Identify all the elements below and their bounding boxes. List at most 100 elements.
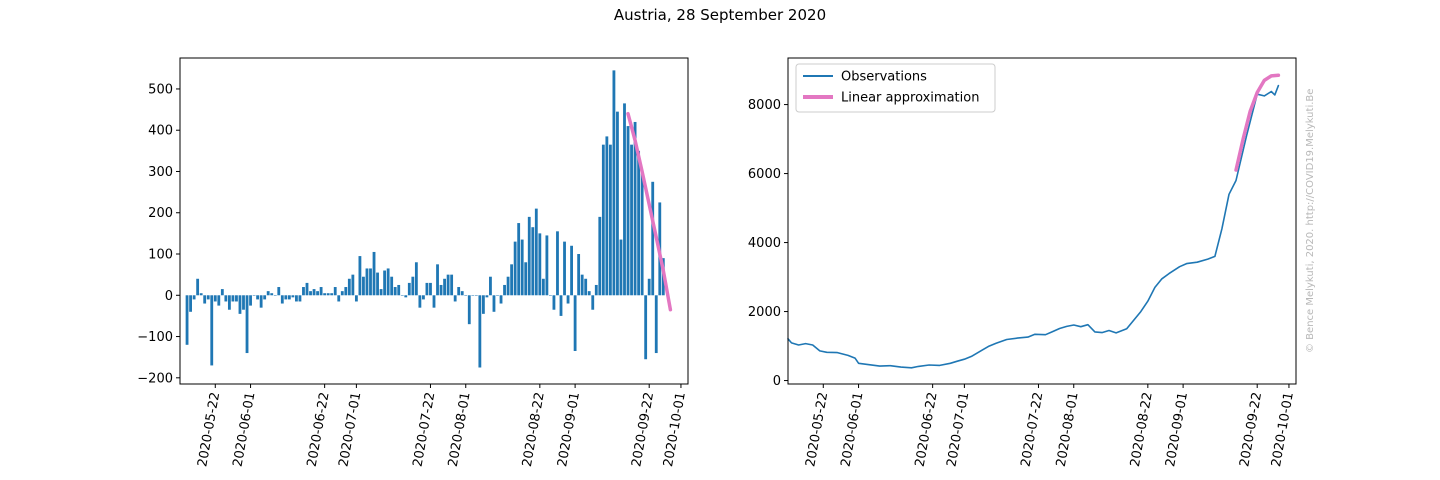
bar (432, 295, 436, 308)
left-ytick-label: −200 (137, 371, 173, 386)
bar (270, 293, 274, 296)
bar (217, 295, 221, 306)
bar (256, 295, 260, 300)
bar (393, 287, 397, 296)
bar (305, 282, 309, 296)
bar (280, 295, 284, 304)
bar (189, 295, 192, 312)
bar (552, 295, 556, 310)
right-ytick-label: 2000 (748, 305, 781, 320)
left-ytick-label: 0 (165, 289, 173, 304)
bar (429, 282, 432, 296)
left-ytick-label: 300 (148, 165, 173, 180)
bar (372, 251, 376, 296)
bar (259, 295, 263, 308)
bar (351, 274, 355, 296)
left-xtick-label: 2020-08-01 (446, 391, 474, 468)
bar (273, 295, 277, 296)
bar (623, 103, 626, 296)
bar (319, 287, 323, 296)
bar (298, 295, 302, 302)
bar (277, 287, 281, 296)
bar (453, 295, 457, 302)
bar (573, 295, 577, 351)
bar (227, 295, 231, 310)
bar (235, 295, 238, 302)
bar (316, 291, 319, 296)
bar (570, 245, 573, 296)
left-xtick-label: 2020-08-22 (520, 391, 548, 468)
legend-label-linear-approximation: Linear approximation (841, 91, 979, 106)
bar (287, 295, 291, 300)
bar (185, 295, 189, 345)
bar (640, 173, 644, 296)
right-xtick-label: 2020-05-22 (803, 391, 831, 468)
bar (291, 295, 295, 298)
bar (563, 241, 566, 296)
bar (439, 284, 443, 296)
bar (647, 278, 651, 296)
bar-series (185, 70, 665, 368)
bar (541, 278, 545, 296)
bar (584, 278, 588, 296)
linear-approximation-overlay (626, 111, 673, 312)
bar (446, 274, 450, 296)
bar (302, 287, 305, 296)
bar (400, 295, 404, 296)
bar (531, 227, 535, 296)
bar (206, 295, 210, 300)
bar (220, 289, 224, 296)
bar (203, 295, 207, 304)
bar (644, 295, 648, 360)
bar (556, 231, 559, 296)
bar (517, 223, 521, 296)
bar (376, 272, 379, 296)
left-ytick-label: 100 (148, 248, 173, 263)
bar (464, 295, 468, 296)
left-frame (179, 57, 689, 385)
observations-line (787, 84, 1280, 369)
bar (651, 181, 655, 296)
bar (467, 295, 471, 325)
bar (457, 287, 461, 296)
bar (238, 295, 242, 314)
watermark: © Bence Melykuti, 2020. http://COVID19.M… (1305, 89, 1316, 353)
bar (496, 295, 499, 296)
right-frame (787, 57, 1297, 385)
bar (425, 282, 429, 296)
bar (566, 295, 570, 304)
bar (619, 239, 623, 296)
bar (418, 295, 422, 308)
bar (330, 293, 334, 296)
bar (630, 144, 633, 296)
bar (510, 264, 514, 296)
left-ytick-label: 200 (148, 206, 173, 221)
bar (309, 291, 312, 296)
right-ytick-label: 8000 (748, 98, 781, 113)
left-xtick-label: 2020-09-22 (629, 391, 657, 468)
left-xtick-label: 2020-07-22 (411, 391, 439, 468)
bar (312, 289, 316, 296)
right-ytick-label: 6000 (748, 167, 781, 182)
bar (284, 295, 288, 300)
bar (333, 287, 337, 296)
bar (474, 295, 478, 296)
bar (224, 295, 228, 302)
right-xtick-label: 2020-07-22 (1019, 391, 1047, 468)
bar (436, 264, 439, 296)
bar (358, 256, 362, 296)
bar (422, 295, 425, 300)
bar (411, 276, 415, 296)
bar (499, 295, 503, 304)
bar (534, 208, 538, 296)
linear-approximation-line (1234, 73, 1281, 172)
bar (295, 295, 298, 302)
linear-approximation-line (626, 111, 673, 312)
bar (354, 295, 358, 302)
bar (587, 291, 591, 296)
bar (594, 284, 598, 296)
bar (492, 295, 496, 312)
bar (577, 254, 581, 296)
bar (266, 291, 270, 296)
